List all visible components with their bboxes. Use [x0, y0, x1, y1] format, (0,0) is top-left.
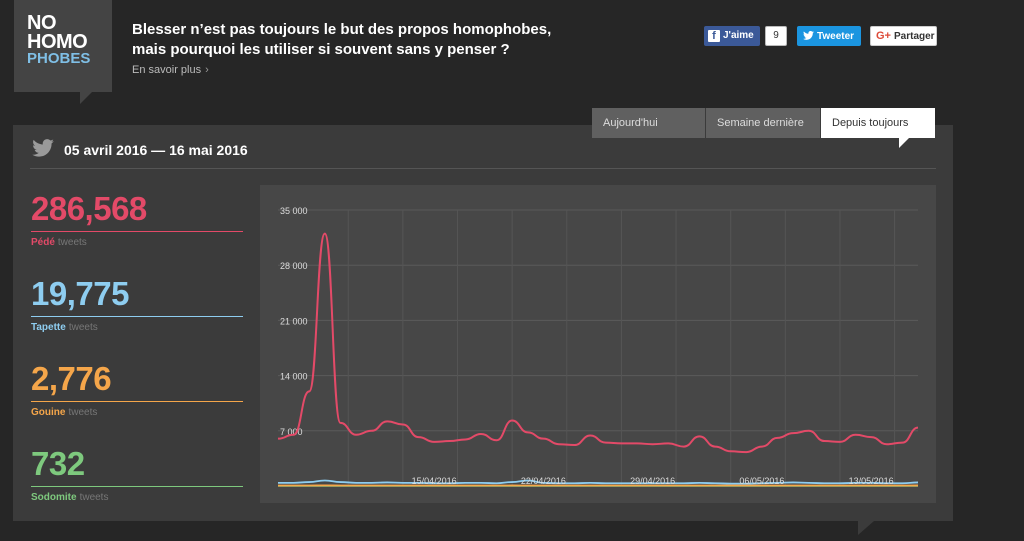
facebook-like-count: 9 [765, 26, 787, 46]
learn-more-label: En savoir plus [132, 64, 202, 76]
series-line-tapette [278, 479, 919, 485]
y-tick-label: 35 000 [280, 206, 308, 216]
x-tick-label: 29/04/2016 [630, 476, 675, 486]
x-tick-label: 06/05/2016 [739, 476, 784, 486]
logo[interactable]: NO HOMO PHOBES [14, 0, 112, 104]
facebook-icon: f [708, 30, 720, 42]
date-range: 05 avril 2016 — 16 mai 2016 [32, 138, 248, 162]
facebook-like-button[interactable]: f J'aime [704, 26, 760, 46]
x-tick-label: 22/04/2016 [521, 476, 566, 486]
stat-pede: 286,568 Pédé tweets [31, 190, 243, 248]
twitter-bird-icon [803, 26, 814, 46]
logo-line-2: HOMO [27, 31, 88, 53]
stat-value: 732 [31, 445, 85, 482]
tab-all-time[interactable]: Depuis toujours [821, 108, 935, 148]
period-tabs: Aujourd'hui Semaine dernière Depuis touj… [592, 108, 935, 148]
logo-line-1: NO [27, 12, 57, 34]
tweets-chart[interactable]: 35 000 28 000 21 000 14 000 7 000 15/04/2016 2… [260, 185, 936, 503]
tab-pointer [899, 138, 909, 148]
chevron-right-icon: › [205, 64, 209, 76]
stat-unit: tweets [57, 237, 87, 248]
learn-more-link[interactable]: En savoir plus › [132, 64, 209, 76]
chart-svg: 35 000 28 000 21 000 14 000 7 000 15/04/2016 2… [277, 206, 919, 487]
stat-underline [31, 486, 243, 487]
google-share-label: Partager [893, 31, 935, 42]
tab-all-time-label: Depuis toujours [832, 117, 909, 129]
stat-value: 2,776 [31, 360, 112, 397]
stat-unit: tweets [79, 492, 109, 503]
tweet-label: Tweeter [817, 31, 855, 42]
series-line-pédé [277, 232, 919, 454]
stat-word: Sodomite [31, 492, 77, 503]
stat-gouine: 2,776 Gouine tweets [31, 360, 243, 418]
y-tick-label: 28 000 [280, 261, 308, 271]
y-tick-label: 7 000 [280, 427, 303, 437]
stat-underline [31, 231, 243, 232]
logo-tail [80, 92, 104, 104]
stat-word: Pédé [31, 237, 55, 248]
stat-value: 19,775 [31, 275, 129, 312]
stat-underline [31, 316, 243, 317]
stat-tapette: 19,775 Tapette tweets [31, 275, 243, 333]
tab-last-week[interactable]: Semaine dernière [706, 108, 821, 138]
stat-unit: tweets [68, 322, 98, 333]
tab-today[interactable]: Aujourd'hui [592, 108, 706, 138]
stat-value: 286,568 [31, 190, 147, 227]
facebook-like-label: J'aime [723, 30, 754, 41]
headline: Blesser n’est pas toujours le but des pr… [132, 21, 552, 58]
google-share-button[interactable]: G+ Partager [870, 26, 937, 46]
tweet-button[interactable]: Tweeter [797, 26, 861, 46]
date-range-text: 05 avril 2016 — 16 mai 2016 [64, 142, 248, 158]
y-tick-label: 21 000 [280, 316, 308, 326]
logo-line-3: PHOBES [27, 50, 91, 67]
stat-underline [31, 401, 243, 402]
x-tick-label: 13/05/2016 [849, 476, 894, 486]
stat-word: Gouine [31, 407, 66, 418]
panel-tail [858, 521, 874, 535]
x-tick-label: 15/04/2016 [412, 476, 457, 486]
divider [30, 168, 936, 169]
stat-sodomite: 732 Sodomite tweets [31, 445, 243, 503]
twitter-bird-icon [32, 138, 54, 162]
google-plus-icon: G+ [876, 30, 891, 42]
y-tick-label: 14 000 [280, 372, 308, 382]
stat-word: Tapette [31, 322, 66, 333]
stat-unit: tweets [68, 407, 98, 418]
